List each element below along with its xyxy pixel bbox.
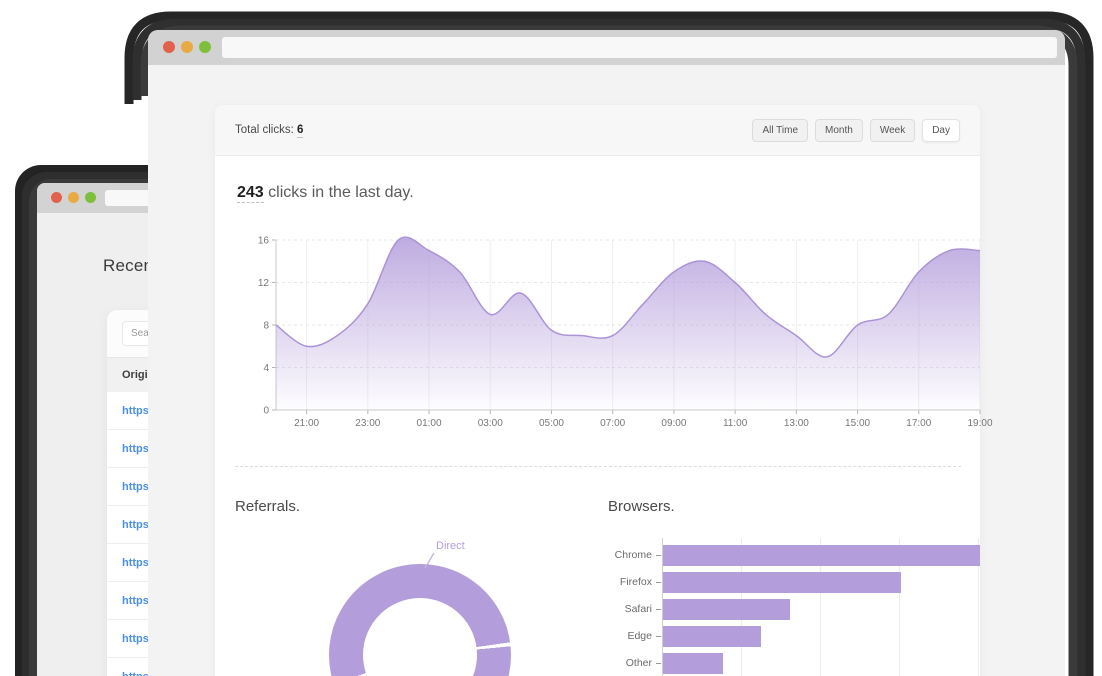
svg-text:21:00: 21:00 <box>294 418 319 429</box>
total-clicks-label: Total clicks: <box>235 124 294 136</box>
svg-text:23:00: 23:00 <box>355 418 380 429</box>
svg-text:03:00: 03:00 <box>478 418 503 429</box>
svg-text:17:00: 17:00 <box>906 418 931 429</box>
clicks-text: clicks in the last day. <box>263 184 414 201</box>
svg-text:13:00: 13:00 <box>784 418 809 429</box>
bar-axis-tick <box>656 609 661 610</box>
svg-text:15:00: 15:00 <box>845 418 870 429</box>
bar-label: Firefox <box>619 576 652 588</box>
close-window-icon[interactable] <box>51 192 62 203</box>
traffic-lights <box>163 41 211 53</box>
svg-text:8: 8 <box>263 321 269 332</box>
filter-all-time-button[interactable]: All Time <box>752 118 809 142</box>
panel-header: Total clicks: 6 All Time Month Week Day <box>215 105 980 156</box>
referrals-title: Referrals. <box>235 498 301 515</box>
maximize-window-icon[interactable] <box>85 192 96 203</box>
bar-safari <box>663 599 790 620</box>
bar-label: Other <box>625 657 652 669</box>
browsers-title: Browsers. <box>608 498 675 515</box>
svg-text:0: 0 <box>263 406 269 417</box>
svg-text:09:00: 09:00 <box>661 418 686 429</box>
bar-label: Edge <box>627 630 652 642</box>
bar-label: Safari <box>624 603 652 615</box>
bar-label: Chrome <box>614 549 652 561</box>
bar-axis-tick <box>656 636 661 637</box>
minimize-window-icon[interactable] <box>181 41 193 53</box>
total-clicks-value: 6 <box>297 124 304 138</box>
total-clicks: Total clicks: 6 <box>235 124 304 138</box>
browsers-bar-chart: Chrome Firefox Safari Edge Other <box>215 538 980 676</box>
front-browser-window: Total clicks: 6 All Time Month Week Day … <box>148 30 1065 676</box>
svg-text:12: 12 <box>258 278 270 289</box>
filter-week-button[interactable]: Week <box>869 118 916 142</box>
filter-month-button[interactable]: Month <box>815 118 863 142</box>
bar-axis-tick <box>656 582 661 583</box>
svg-text:16: 16 <box>258 236 270 247</box>
clicks-count: 243 <box>237 184 264 203</box>
filter-day-button[interactable]: Day <box>922 118 960 142</box>
bar-other <box>663 653 724 674</box>
minimize-window-icon[interactable] <box>68 192 79 203</box>
traffic-lights <box>51 192 96 203</box>
front-titlebar <box>148 30 1065 65</box>
url-bar[interactable] <box>222 37 1057 58</box>
bar-firefox <box>663 572 901 593</box>
analytics-panel: Total clicks: 6 All Time Month Week Day … <box>215 105 993 676</box>
donut-segment-label: Direct <box>436 540 465 552</box>
svg-text:19:00: 19:00 <box>967 418 992 429</box>
clicks-area-chart: 21:00 23:00 01:00 03:00 05:00 07:00 09:00 11:00… <box>258 236 993 430</box>
svg-text:01:00: 01:00 <box>417 418 442 429</box>
close-window-icon[interactable] <box>163 41 175 53</box>
clicks-headline: 243 clicks in the last day. <box>237 184 414 203</box>
maximize-window-icon[interactable] <box>199 41 211 53</box>
panel-body: 243 clicks in the last day. 21:00 23:00 01… <box>215 156 993 676</box>
bar-axis-tick <box>656 555 661 556</box>
time-filter-group: All Time Month Week Day <box>752 118 960 142</box>
bar-axis-tick <box>656 663 661 664</box>
svg-text:4: 4 <box>263 363 269 374</box>
donut-label-pointer <box>424 552 435 569</box>
bar-chrome <box>663 545 980 566</box>
svg-text:11:00: 11:00 <box>723 418 748 429</box>
bar-edge <box>663 626 762 647</box>
svg-text:07:00: 07:00 <box>600 418 625 429</box>
section-divider <box>235 466 961 467</box>
svg-text:05:00: 05:00 <box>539 418 564 429</box>
